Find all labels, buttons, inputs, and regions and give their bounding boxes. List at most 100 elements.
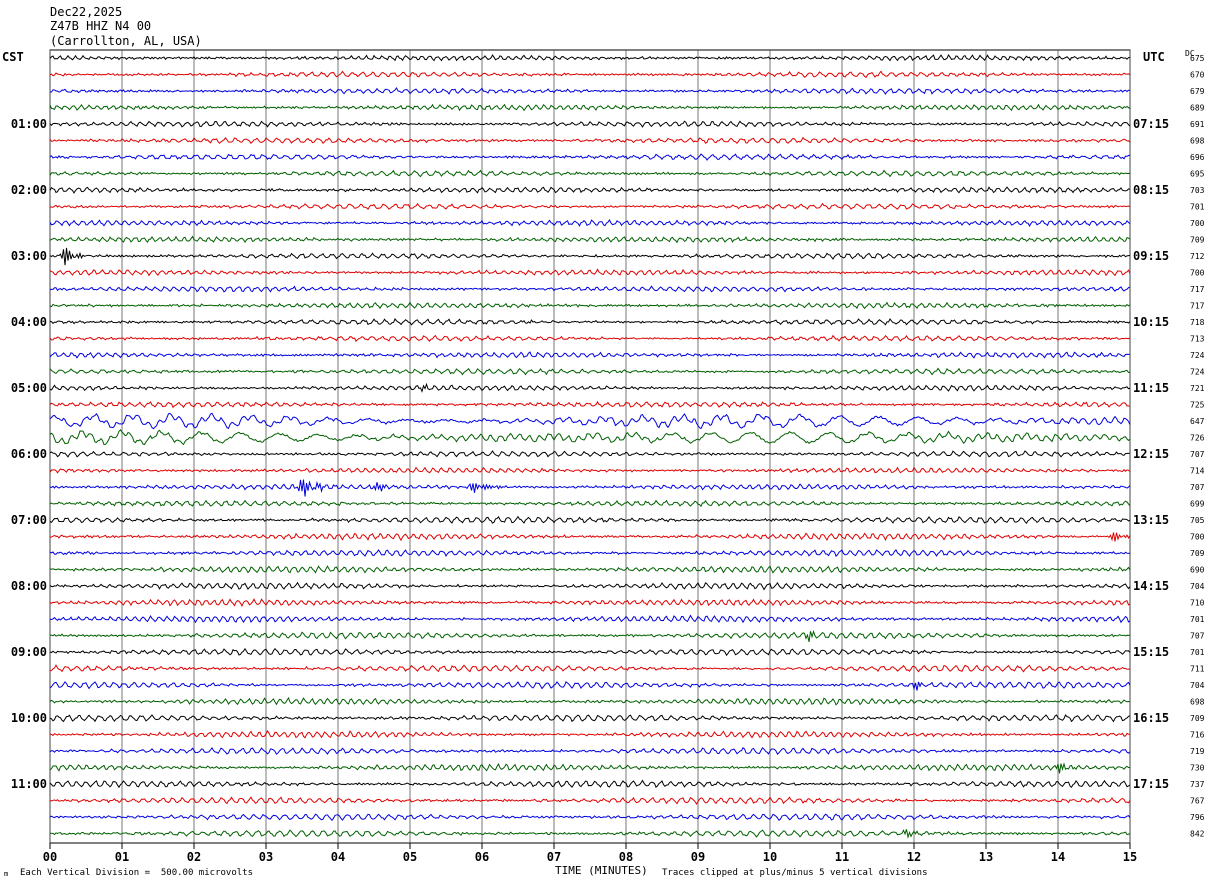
- cst-hour-label: 09:00: [11, 645, 47, 659]
- x-tick-label: 14: [1051, 850, 1065, 864]
- trace-16: [49, 318, 1131, 326]
- trace-17: [49, 334, 1131, 342]
- dc-value: 690: [1190, 566, 1205, 575]
- utc-hour-label: 11:15: [1133, 381, 1169, 395]
- trace-22: [49, 412, 1131, 430]
- trace-35: [49, 629, 1131, 643]
- trace-34: [49, 614, 1131, 624]
- trace-2: [49, 86, 1131, 95]
- trace-36: [49, 647, 1131, 657]
- right-timezone-label: UTC: [1143, 50, 1165, 64]
- trace-12: [49, 247, 1131, 266]
- trace-9: [49, 202, 1131, 211]
- dc-value: 725: [1190, 401, 1205, 410]
- trace-27: [49, 499, 1131, 508]
- station-code: Z47B HHZ N4 00: [50, 19, 152, 33]
- x-tick-label: 10: [763, 850, 777, 864]
- trace-42: [49, 746, 1131, 755]
- dc-value: 707: [1190, 483, 1205, 492]
- dc-value: 700: [1190, 269, 1205, 278]
- cst-hour-label: 03:00: [11, 249, 47, 263]
- x-tick-label: 02: [187, 850, 201, 864]
- trace-21: [49, 400, 1131, 409]
- trace-24: [49, 450, 1131, 458]
- x-tick-label: 13: [979, 850, 993, 864]
- x-tick-label: 03: [259, 850, 273, 864]
- dc-value: 704: [1190, 681, 1205, 690]
- cst-hour-label: 08:00: [11, 579, 47, 593]
- dc-value: 701: [1190, 615, 1205, 624]
- utc-hour-label: 13:15: [1133, 513, 1169, 527]
- trace-29: [49, 532, 1131, 542]
- dc-value: 724: [1190, 368, 1205, 377]
- x-tick-label: 15: [1123, 850, 1137, 864]
- dc-value: 717: [1190, 285, 1205, 294]
- scale-note: Each Vertical Division = 500.00 microvol…: [20, 868, 253, 878]
- dc-value: 647: [1190, 417, 1205, 426]
- trace-40: [49, 714, 1131, 723]
- x-tick-label: 08: [619, 850, 633, 864]
- dc-value: 712: [1190, 252, 1205, 261]
- x-tick-label: 05: [403, 850, 417, 864]
- trace-10: [49, 219, 1131, 227]
- station-location: (Carrollton, AL, USA): [50, 34, 202, 48]
- utc-hour-label: 12:15: [1133, 447, 1169, 461]
- trace-37: [49, 664, 1131, 673]
- dc-value: 703: [1190, 186, 1205, 195]
- trace-15: [49, 301, 1131, 310]
- cst-hour-label: 10:00: [11, 711, 47, 725]
- x-tick-label: 01: [115, 850, 129, 864]
- plot-frame: [49, 49, 1131, 844]
- dc-value: 719: [1190, 747, 1205, 756]
- utc-hour-label: 10:15: [1133, 315, 1169, 329]
- dc-value: 691: [1190, 120, 1205, 129]
- dc-value: 698: [1190, 698, 1205, 707]
- dc-value: 700: [1190, 533, 1205, 542]
- x-tick-label: 04: [331, 850, 345, 864]
- utc-hour-label: 16:15: [1133, 711, 1169, 725]
- x-tick-label: 00: [43, 850, 57, 864]
- cst-hour-label: 01:00: [11, 117, 47, 131]
- dc-value: 724: [1190, 351, 1205, 360]
- utc-hour-label: 09:15: [1133, 249, 1169, 263]
- trace-11: [49, 235, 1131, 244]
- dc-value: 767: [1190, 797, 1205, 806]
- trace-6: [49, 153, 1131, 161]
- trace-3: [49, 103, 1131, 112]
- dc-value: 707: [1190, 450, 1205, 459]
- cst-hour-label: 04:00: [11, 315, 47, 329]
- dc-value: 705: [1190, 516, 1205, 525]
- dc-value: 709: [1190, 236, 1205, 245]
- dc-value: 689: [1190, 104, 1205, 113]
- trace-20: [49, 382, 1131, 393]
- dc-value: 709: [1190, 549, 1205, 558]
- dc-label: DC: [1185, 49, 1195, 58]
- trace-33: [49, 598, 1131, 608]
- plot-date: Dec22,2025: [50, 5, 123, 19]
- trace-5: [49, 136, 1131, 145]
- trace-4: [49, 120, 1131, 128]
- x-tick-label: 11: [835, 850, 849, 864]
- dc-value: 721: [1190, 384, 1205, 393]
- x-tick-label: 09: [691, 850, 705, 864]
- dc-value: 716: [1190, 731, 1205, 740]
- dc-value: 670: [1190, 71, 1205, 80]
- trace-31: [49, 565, 1131, 574]
- x-axis-label: TIME (MINUTES): [555, 864, 648, 877]
- trace-1: [49, 70, 1131, 79]
- trace-43: [49, 762, 1131, 774]
- utc-hour-label: 14:15: [1133, 579, 1169, 593]
- dc-value: 701: [1190, 203, 1205, 212]
- trace-0: [49, 54, 1131, 62]
- trace-7: [49, 169, 1131, 178]
- trace-23: [49, 429, 1131, 446]
- dc-value: 710: [1190, 599, 1205, 608]
- dc-value: 730: [1190, 764, 1205, 773]
- dc-value: 714: [1190, 467, 1205, 476]
- dc-value: 726: [1190, 434, 1205, 443]
- trace-19: [49, 367, 1131, 376]
- trace-25: [49, 466, 1131, 474]
- dc-value: 707: [1190, 632, 1205, 641]
- trace-28: [49, 515, 1131, 525]
